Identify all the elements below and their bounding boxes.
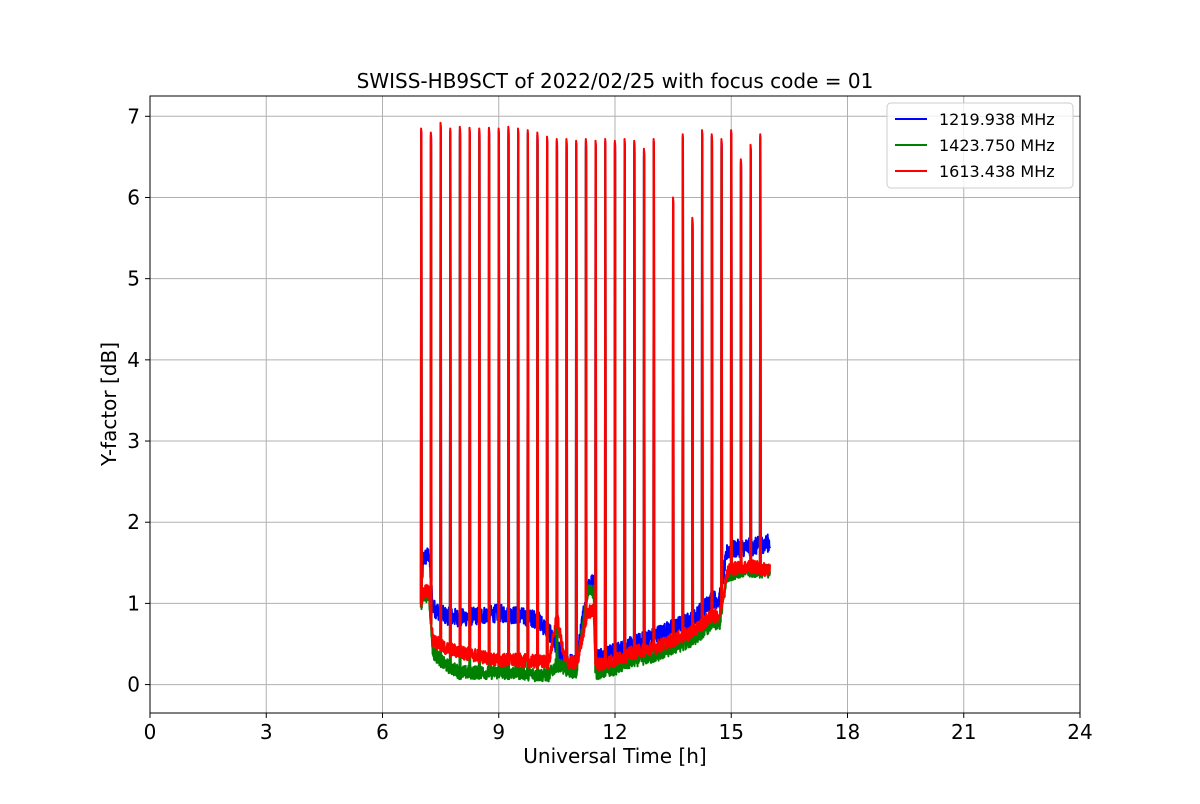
y-tick-label: 0 bbox=[127, 673, 140, 697]
x-tick-label: 3 bbox=[260, 720, 273, 744]
x-tick-label: 18 bbox=[835, 720, 860, 744]
x-tick-label: 12 bbox=[602, 720, 627, 744]
x-tick-label: 21 bbox=[951, 720, 976, 744]
y-tick-label: 2 bbox=[127, 510, 140, 534]
legend-label: 1423.750 MHz bbox=[939, 136, 1055, 155]
y-axis-label: Y-factor [dB] bbox=[97, 342, 121, 467]
legend-label: 1613.438 MHz bbox=[939, 162, 1055, 181]
series-line-3 bbox=[419, 121, 771, 673]
y-tick-label: 6 bbox=[127, 185, 140, 209]
y-tick-label: 4 bbox=[127, 348, 140, 372]
legend: 1219.938 MHz 1423.750 MHz 1613.438 MHz bbox=[886, 102, 1074, 189]
y-tick-label: 3 bbox=[127, 429, 140, 453]
x-tick-label: 6 bbox=[376, 720, 389, 744]
x-tick-label: 24 bbox=[1067, 720, 1092, 744]
x-axis-label: Universal Time [h] bbox=[523, 744, 706, 768]
y-tick-label: 5 bbox=[127, 267, 140, 291]
series-layer bbox=[419, 121, 771, 683]
legend-box bbox=[886, 102, 1074, 189]
chart-title: SWISS-HB9SCT of 2022/02/25 with focus co… bbox=[357, 69, 874, 93]
x-tick-label: 15 bbox=[719, 720, 744, 744]
x-tick-label: 9 bbox=[492, 720, 505, 744]
y-tick-label: 7 bbox=[127, 104, 140, 128]
y-tick-label: 1 bbox=[127, 591, 140, 615]
x-tick-label: 0 bbox=[144, 720, 157, 744]
legend-label: 1219.938 MHz bbox=[939, 110, 1055, 129]
